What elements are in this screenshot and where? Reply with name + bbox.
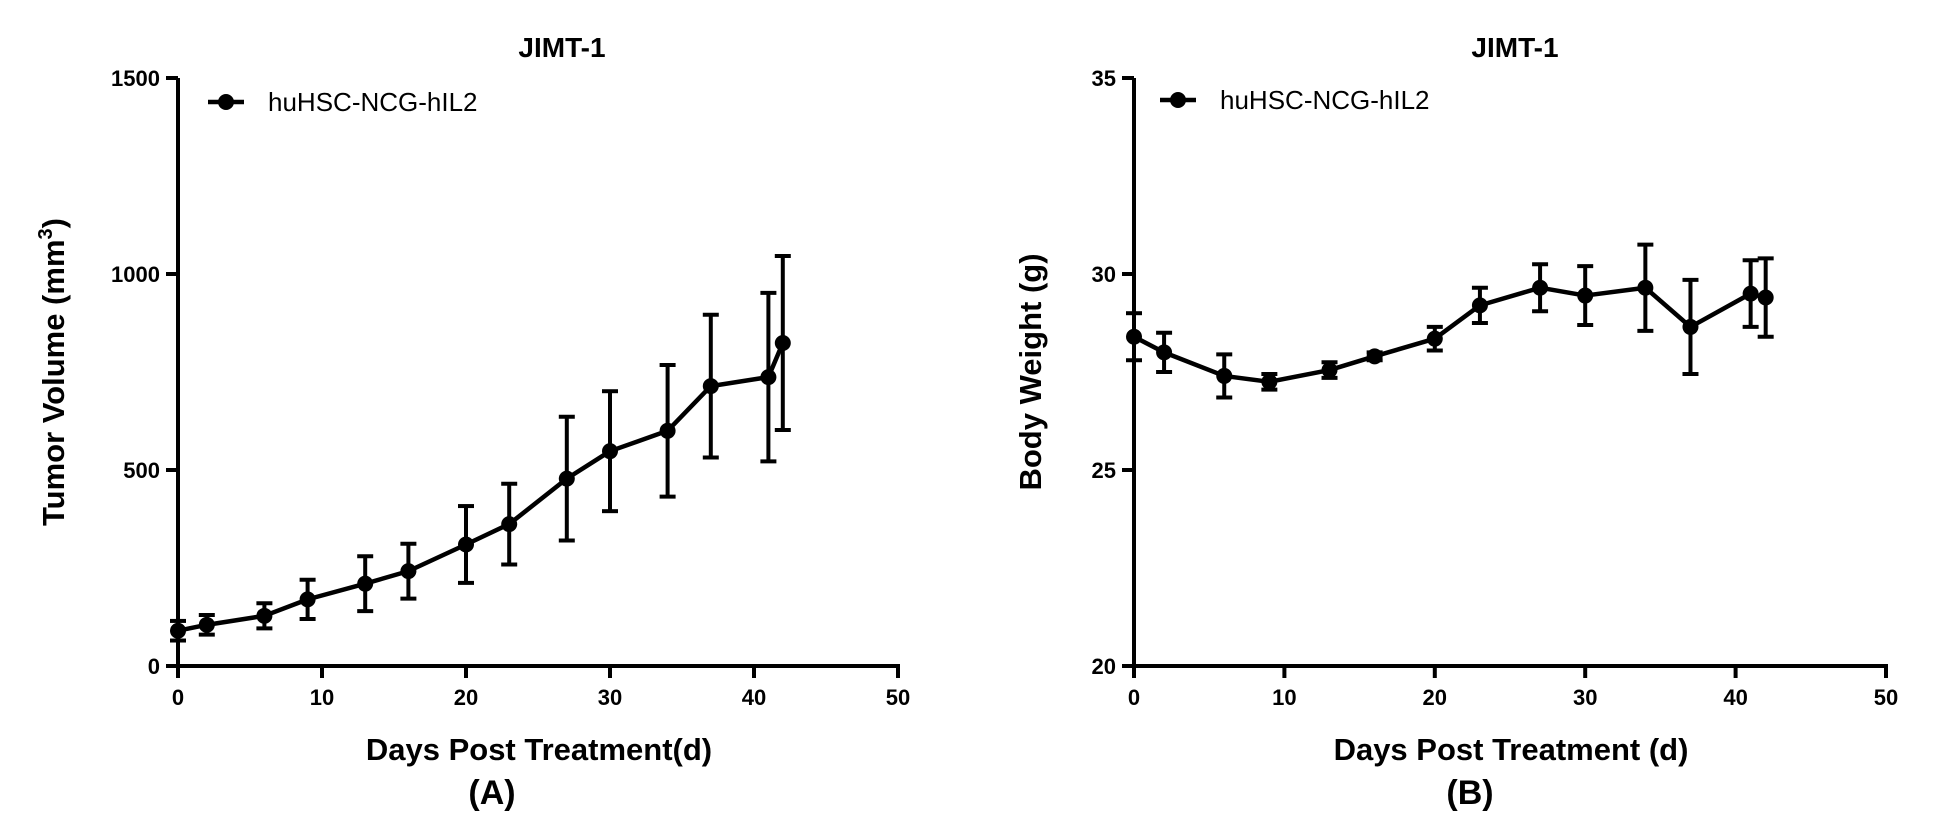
data-point (760, 369, 777, 386)
legend-label: huHSC-NCG-hIL2 (268, 87, 478, 117)
legend: huHSC-NCG-hIL2 (208, 87, 478, 117)
series-line (177, 342, 785, 633)
data-series (170, 253, 791, 643)
data-point (1637, 279, 1654, 296)
data-point (170, 622, 186, 639)
y-tick-label: 500 (123, 458, 160, 483)
data-point (702, 378, 719, 395)
y-axis-label-close: ) (36, 218, 71, 228)
data-point (1577, 287, 1594, 304)
legend: huHSC-NCG-hIL2 (1160, 85, 1430, 115)
legend-marker (218, 94, 234, 110)
panel-label-a: (A) (468, 774, 515, 812)
x-tick-label: 30 (598, 685, 622, 710)
data-point (1426, 330, 1443, 347)
x-tick-label: 0 (172, 685, 184, 710)
data-point (400, 563, 417, 580)
data-point (1216, 367, 1233, 384)
x-tick-label: 10 (1272, 685, 1296, 710)
data-point (1321, 362, 1338, 379)
data-point (602, 443, 618, 460)
data-point (1682, 318, 1699, 335)
series-line (1132, 285, 1767, 385)
axis-ticks: 20 25 30 35 0 10 20 30 40 50 (1092, 66, 1899, 710)
y-axis-label-superscript: 3 (35, 228, 57, 239)
legend-marker (1170, 92, 1186, 108)
data-point (659, 422, 676, 439)
x-axis-label: Days Post Treatment (d) (1334, 732, 1689, 767)
data-point (1757, 289, 1774, 306)
panel-label-b: (B) (1446, 774, 1493, 812)
data-series (1126, 242, 1774, 400)
x-tick-label: 10 (310, 685, 334, 710)
y-tick-label: 1500 (111, 66, 160, 91)
data-point (357, 575, 374, 592)
x-tick-label: 0 (1128, 685, 1140, 710)
data-point (1126, 328, 1142, 345)
x-tick-label: 40 (1723, 685, 1747, 710)
y-tick-label: 20 (1092, 654, 1116, 679)
y-axis-label: Tumor Volume (mm3) (35, 218, 71, 526)
chart-title: JIMT-1 (1471, 32, 1558, 63)
x-tick-label: 40 (742, 685, 766, 710)
data-point (558, 470, 575, 487)
x-tick-label: 50 (1874, 685, 1898, 710)
data-point (1261, 373, 1278, 390)
axis-ticks: 0 500 1000 1500 0 10 20 30 40 50 (111, 66, 910, 710)
data-point (501, 516, 518, 533)
y-tick-label: 25 (1092, 458, 1116, 483)
data-point (774, 334, 791, 351)
data-point (1471, 297, 1488, 314)
chart-title: JIMT-1 (518, 32, 605, 63)
y-axis-label-main: Tumor Volume (mm (36, 239, 71, 525)
x-tick-label: 20 (454, 685, 478, 710)
x-axis-label: Days Post Treatment(d) (366, 732, 712, 767)
data-point (198, 616, 215, 633)
y-axis-label: Body Weight (g) (1013, 253, 1048, 490)
y-tick-label: 0 (148, 654, 160, 679)
data-point (1156, 344, 1173, 361)
x-tick-label: 30 (1573, 685, 1597, 710)
y-tick-label: 35 (1092, 66, 1116, 91)
data-point (1742, 285, 1759, 302)
y-tick-label: 1000 (111, 262, 160, 287)
panel-a: JIMT-1 0 500 1000 1500 0 10 20 30 40 50 Tumor Vol… (35, 32, 910, 812)
data-point (256, 607, 273, 624)
data-point (1532, 279, 1549, 296)
y-tick-label: 30 (1092, 262, 1116, 287)
panel-b: JIMT-1 20 25 30 35 0 10 20 30 40 50 Body Weight (… (1013, 32, 1898, 812)
data-point (458, 536, 474, 553)
legend-label: huHSC-NCG-hIL2 (1220, 85, 1430, 115)
x-tick-label: 50 (886, 685, 910, 710)
x-tick-label: 20 (1423, 685, 1447, 710)
data-point (1366, 348, 1383, 365)
data-point (299, 591, 316, 608)
